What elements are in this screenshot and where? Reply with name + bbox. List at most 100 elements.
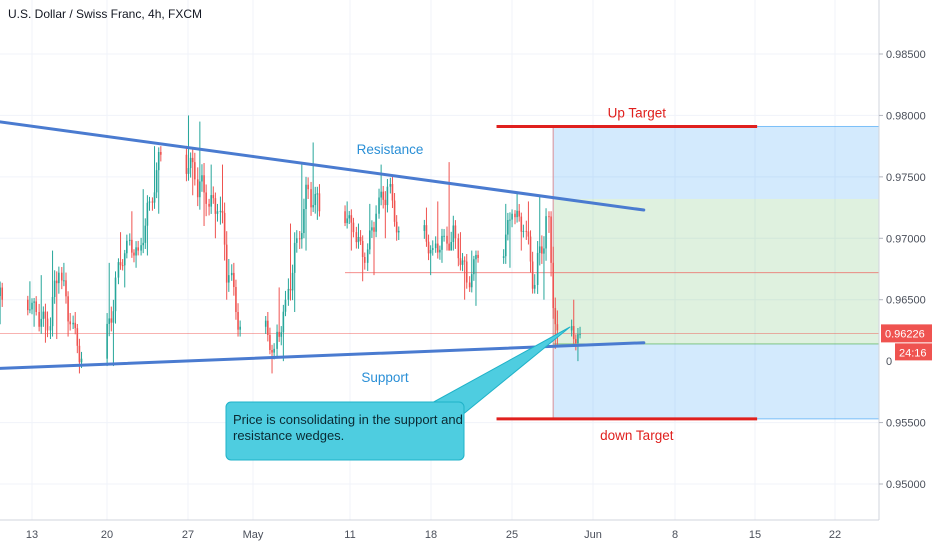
y-tick-label-partial: 0: [886, 356, 892, 368]
candle-body: [314, 193, 317, 206]
candle-body: [552, 262, 554, 309]
x-tick-label: 8: [672, 529, 678, 541]
candle-body: [475, 254, 477, 260]
candle-body: [310, 189, 312, 208]
candle-body: [463, 260, 466, 262]
candle-body: [280, 332, 283, 337]
candle-body: [273, 348, 275, 353]
candle-body: [395, 221, 398, 233]
candle-body: [375, 213, 377, 232]
candle-body: [153, 192, 156, 203]
candle-body: [391, 184, 394, 201]
candle-body: [473, 259, 475, 275]
candle-body: [282, 311, 285, 333]
candle-body: [577, 334, 579, 344]
candle-body: [520, 216, 523, 232]
candle-body: [65, 280, 67, 297]
candle-body: [378, 197, 380, 214]
candle-body: [575, 339, 577, 344]
candle-body: [60, 272, 63, 281]
support-trendline: [0, 341, 646, 370]
down-target-label: down Target: [600, 428, 674, 443]
countdown-value: 24:16: [899, 347, 927, 359]
x-tick-label: 22: [829, 529, 841, 541]
candle-body: [303, 209, 305, 234]
candle-body: [425, 225, 428, 242]
candle-body: [219, 210, 222, 212]
candle-body: [196, 179, 199, 198]
support-label: Support: [361, 370, 409, 385]
candle-body: [203, 175, 205, 193]
candle-body: [146, 202, 149, 226]
candle-body: [137, 247, 139, 251]
candle-body: [58, 272, 60, 284]
candle-body: [504, 234, 507, 257]
candle-body: [556, 324, 559, 331]
candle-body: [522, 230, 525, 232]
callout-line: resistance wedges.: [233, 428, 344, 443]
candle-body: [210, 195, 212, 207]
candle-body: [514, 213, 516, 218]
candle-body: [148, 201, 151, 203]
candle-body: [80, 358, 83, 363]
last-price-tag: [881, 324, 932, 343]
resistance-label: Resistance: [357, 142, 424, 157]
candles: [0, 115, 581, 374]
callout-box: [225, 401, 465, 461]
candle-body: [448, 243, 450, 251]
candle-body: [477, 254, 479, 258]
candle-body: [380, 191, 382, 198]
candle-body: [205, 192, 207, 204]
candle-body: [384, 199, 387, 206]
candle-body: [29, 309, 31, 311]
resistance-trendline: [0, 120, 646, 212]
candle-body: [214, 198, 217, 214]
x-tick-label: 13: [26, 529, 38, 541]
candle-body: [305, 184, 307, 210]
candle-body: [509, 219, 511, 221]
candle-body: [441, 235, 443, 250]
candle-body: [67, 296, 69, 322]
candle-body: [140, 245, 142, 251]
candle-body: [507, 220, 509, 235]
upper-zone-box: [553, 126, 879, 199]
candle-body: [33, 301, 35, 303]
candle-body: [31, 302, 33, 310]
projection-zone: [0, 125, 880, 420]
candle-body: [468, 282, 471, 288]
candle-body: [554, 308, 557, 325]
time-axis-bg: [0, 520, 932, 550]
candle-body: [49, 326, 52, 331]
candle-body: [212, 195, 215, 199]
candle-body: [235, 287, 237, 313]
candle-body: [373, 227, 375, 232]
time-axis: 13 20 27 May 11 18 25 Jun 8 15 22: [0, 519, 932, 550]
candle-body: [369, 230, 371, 250]
callout-seam: [429, 403, 457, 421]
last-price-value: 0.96226: [885, 328, 925, 340]
candle-body: [133, 252, 135, 256]
candle-body: [191, 157, 194, 163]
candle-body: [427, 241, 430, 254]
candle-body: [446, 235, 448, 244]
candle-body: [264, 320, 267, 327]
candle-body: [278, 331, 280, 337]
candle-body: [284, 299, 287, 312]
candle-body: [1, 287, 4, 300]
candle-body: [216, 211, 219, 214]
up-target-label: Up Target: [608, 105, 667, 120]
candle-body: [346, 218, 348, 224]
candle-body: [538, 246, 541, 253]
y-tick-label: 0.98500: [886, 49, 926, 61]
y-tick-label: 0.95000: [886, 479, 926, 491]
candle-body: [289, 288, 292, 291]
candle-body: [76, 328, 79, 346]
candle-body: [121, 265, 124, 267]
candle-body: [371, 227, 373, 231]
candle-body: [267, 320, 269, 335]
candle-body: [579, 334, 581, 336]
candle-body: [38, 312, 40, 327]
price-axis-bg: [879, 0, 932, 550]
y-tick-label: 0.98000: [886, 110, 926, 122]
countdown-tag: [895, 343, 932, 361]
